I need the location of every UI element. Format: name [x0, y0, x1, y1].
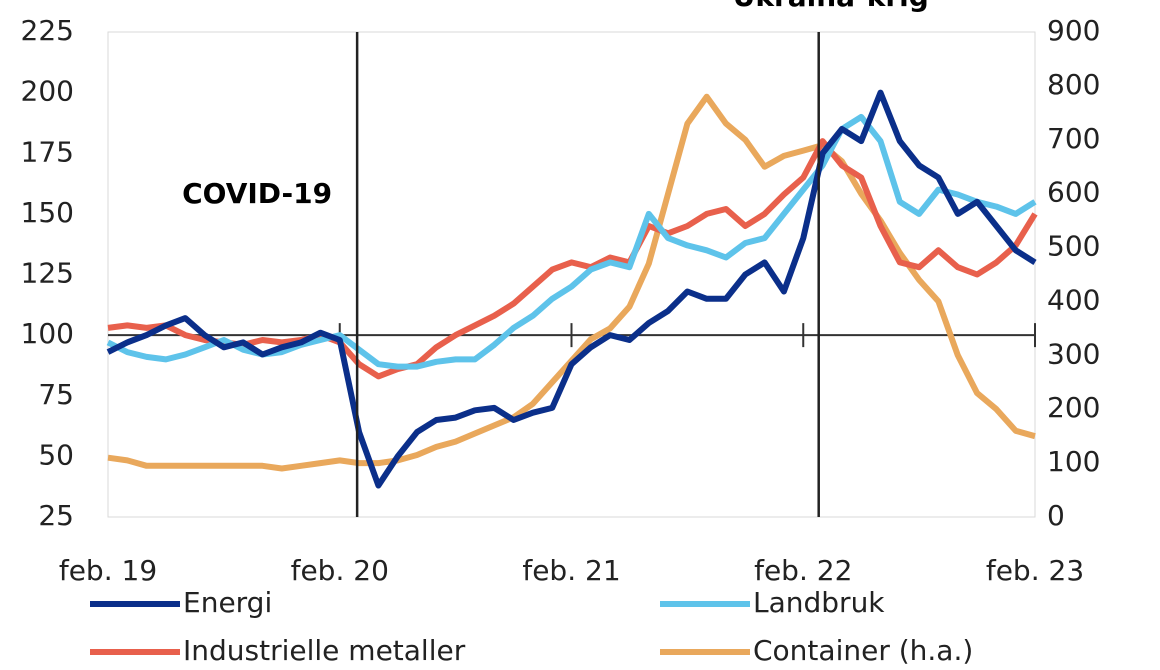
y2-tick-label: 500 — [1047, 230, 1100, 263]
y-tick-label: 50 — [38, 438, 74, 471]
legend-label: Container (h.a.) — [753, 634, 973, 667]
x-tick-label: feb. 23 — [986, 554, 1084, 587]
series-line — [106, 89, 1037, 489]
x-tick-label: feb. 22 — [754, 554, 852, 587]
y2-tick-label: 700 — [1047, 122, 1100, 155]
y-tick-label: 225 — [21, 14, 74, 47]
y2-tick-label: 900 — [1047, 14, 1100, 47]
y-tick-label: 200 — [21, 75, 74, 108]
annotation: COVID-19 — [182, 177, 332, 210]
plot-border — [107, 31, 1036, 518]
y2-tick-label: 0 — [1047, 499, 1065, 532]
series-line — [107, 93, 1036, 472]
y-tick-label: 150 — [21, 196, 74, 229]
y2-tick-label: 100 — [1047, 445, 1100, 478]
y2-tick-label: 200 — [1047, 391, 1100, 424]
legend-label: Industrielle metaller — [183, 634, 466, 667]
y2-tick-label: 800 — [1047, 68, 1100, 101]
annotation: Ukraina-krig — [733, 0, 929, 13]
x-tick-label: feb. 21 — [522, 554, 620, 587]
y2-tick-label: 300 — [1047, 337, 1100, 370]
y-tick-label: 25 — [38, 499, 74, 532]
legend-label: Energi — [183, 586, 272, 619]
y-tick-label: 75 — [38, 378, 74, 411]
x-tick-label: feb. 19 — [59, 554, 157, 587]
legend-label: Landbruk — [753, 586, 885, 619]
x-tick-label: feb. 20 — [291, 554, 389, 587]
y-tick-label: 175 — [21, 135, 74, 168]
y2-tick-label: 600 — [1047, 176, 1100, 209]
y-tick-label: 100 — [21, 317, 74, 350]
series-line — [107, 138, 1038, 380]
y2-tick-label: 400 — [1047, 283, 1100, 316]
y-tick-label: 125 — [21, 257, 74, 290]
